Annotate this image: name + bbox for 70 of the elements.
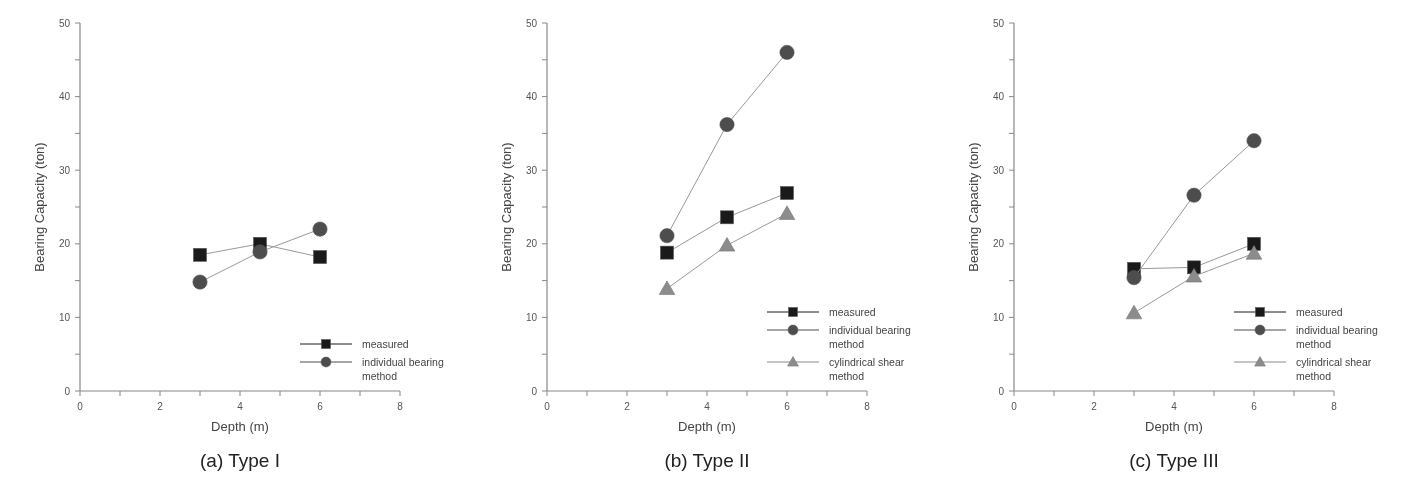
y-tick-label: 0 <box>64 385 71 397</box>
x-tick-label: 6 <box>784 401 791 412</box>
point <box>1185 268 1203 283</box>
y-tick-label: 50 <box>992 17 1005 29</box>
point <box>1245 245 1263 260</box>
x-tick-label: 0 <box>1011 401 1018 412</box>
x-tick-label: 4 <box>704 401 711 412</box>
point <box>660 245 674 260</box>
x-tick-label: 0 <box>77 401 84 412</box>
legend-label: cylindrical shear method <box>1296 356 1372 382</box>
point <box>778 205 796 220</box>
y-tick-label: 0 <box>531 385 538 397</box>
legend-label: individual bearing method <box>362 356 444 382</box>
point <box>1186 187 1202 203</box>
y-tick-label: 40 <box>525 91 538 103</box>
point <box>1246 133 1262 149</box>
y-tick-label: 20 <box>992 238 1005 250</box>
point <box>659 228 675 244</box>
x-tick-label: 6 <box>317 401 324 412</box>
y-tick-label: 0 <box>998 385 1005 397</box>
y-tick-label: 10 <box>58 311 71 323</box>
point <box>779 44 795 60</box>
y-tick-label: 20 <box>58 238 71 250</box>
x-tick-label: 2 <box>624 401 631 412</box>
y-tick-label: 30 <box>992 164 1005 176</box>
x-axis-title: Depth (m) <box>1145 419 1203 434</box>
text: (b) Type II <box>664 450 750 471</box>
y-tick-label: 50 <box>525 17 538 29</box>
y-tick-label: 10 <box>525 311 538 323</box>
y-tick-label: 40 <box>58 91 71 103</box>
x-tick-label: 0 <box>544 401 551 412</box>
x-tick-label: 6 <box>1251 401 1258 412</box>
point <box>658 280 676 295</box>
y-axis-title: Bearing Capacity (ton) <box>966 142 981 272</box>
point <box>193 248 207 262</box>
y-tick-label: 30 <box>525 164 538 176</box>
y-axis-title: Bearing Capacity (ton) <box>32 142 47 272</box>
legend-label: measured <box>829 306 876 318</box>
point <box>252 244 268 260</box>
x-axis-title: Depth (m) <box>211 419 269 434</box>
point <box>720 210 734 225</box>
legend-label: individual bearing method <box>1296 324 1378 350</box>
legend-label: measured <box>362 338 409 350</box>
legend-label: individual bearing method <box>829 324 911 350</box>
point <box>312 221 328 237</box>
point <box>718 237 736 252</box>
text: (c) Type III <box>1129 450 1219 471</box>
point <box>192 274 208 290</box>
y-tick-label: 40 <box>992 91 1005 103</box>
y-tick-label: 30 <box>58 164 71 176</box>
x-tick-label: 2 <box>157 401 164 412</box>
point <box>780 186 794 200</box>
point <box>1125 304 1143 320</box>
x-axis-title: Depth (m) <box>678 419 736 434</box>
x-tick-label: 2 <box>1091 401 1098 412</box>
point <box>313 250 327 264</box>
x-tick-label: 8 <box>397 401 404 412</box>
legend-label: cylindrical shear method <box>829 356 905 382</box>
text: (a) Type I <box>200 450 280 471</box>
point <box>1126 270 1142 286</box>
x-tick-label: 8 <box>1331 401 1338 412</box>
legend-label: measured <box>1296 306 1343 318</box>
point <box>719 117 735 133</box>
y-tick-label: 50 <box>58 17 71 29</box>
y-tick-label: 20 <box>525 238 538 250</box>
x-tick-label: 8 <box>864 401 871 412</box>
x-tick-label: 4 <box>1171 401 1178 412</box>
x-tick-label: 4 <box>237 401 244 412</box>
y-axis-title: Bearing Capacity (ton) <box>499 142 514 272</box>
y-tick-label: 10 <box>992 311 1005 323</box>
